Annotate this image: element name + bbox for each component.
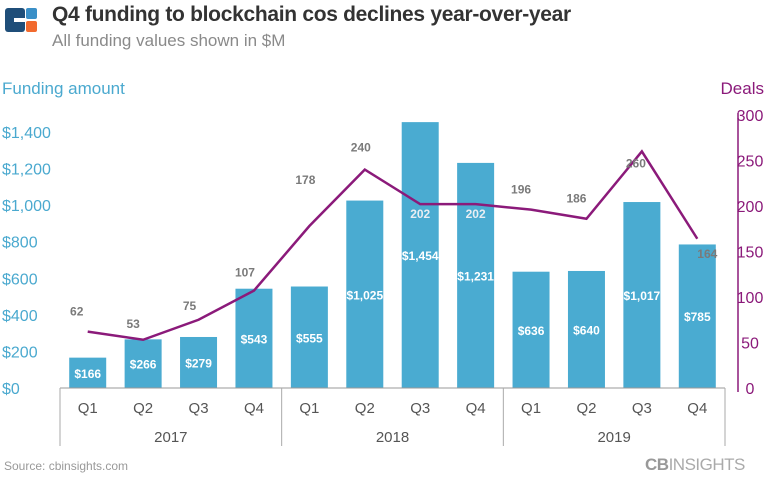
funding-value-label: $1,025 xyxy=(346,288,383,302)
left-tick-label: $400 xyxy=(2,308,38,325)
funding-bar xyxy=(512,271,550,388)
funding-value-label: $555 xyxy=(296,331,323,345)
deals-value-label: 53 xyxy=(126,317,140,331)
x-tick-label: Q4 xyxy=(466,400,486,417)
funding-value-label: $166 xyxy=(74,367,101,381)
left-tick-label: $1,000 xyxy=(2,198,51,215)
funding-bar xyxy=(124,339,162,388)
left-tick-label: $800 xyxy=(2,235,38,252)
funding-bar xyxy=(401,122,439,388)
year-label: 2018 xyxy=(376,429,409,446)
brand-wordmark: CBINSIGHTS xyxy=(645,455,745,475)
left-tick-label: $0 xyxy=(2,381,20,398)
deals-value-label: 260 xyxy=(626,156,646,170)
funding-bar xyxy=(290,286,328,388)
funding-bar xyxy=(346,200,384,388)
brand-rest: INSIGHTS xyxy=(668,455,746,474)
deals-value-label: 107 xyxy=(235,266,255,280)
deals-value-label: 62 xyxy=(70,305,84,319)
right-tick-label: 150 xyxy=(737,245,764,262)
funding-value-label: $640 xyxy=(573,323,600,337)
funding-bar xyxy=(235,288,273,388)
x-tick-label: Q2 xyxy=(355,400,375,417)
x-tick-label: Q4 xyxy=(687,400,707,417)
left-tick-label: $1,400 xyxy=(2,125,51,142)
funding-value-label: $636 xyxy=(518,324,545,338)
x-tick-label: Q2 xyxy=(576,400,596,417)
x-tick-label: Q3 xyxy=(632,400,652,417)
year-label: 2019 xyxy=(597,429,630,446)
funding-value-label: $279 xyxy=(185,356,212,370)
left-tick-label: $200 xyxy=(2,344,38,361)
x-tick-label: Q3 xyxy=(189,400,209,417)
funding-value-label: $1,231 xyxy=(457,269,494,283)
funding-value-label: $1,017 xyxy=(624,289,661,303)
chart-subtitle: All funding values shown in $M xyxy=(52,31,286,50)
funding-bar xyxy=(567,270,605,388)
deals-value-label: 202 xyxy=(466,207,486,221)
funding-bar xyxy=(180,336,218,388)
funding-bar xyxy=(69,357,107,388)
deals-value-label: 202 xyxy=(410,207,430,221)
right-tick-label: 200 xyxy=(737,199,764,216)
funding-bar xyxy=(457,162,495,388)
right-tick-label: 300 xyxy=(737,108,764,125)
x-tick-label: Q1 xyxy=(78,400,98,417)
funding-value-label: $543 xyxy=(241,332,268,346)
x-tick-label: Q1 xyxy=(521,400,541,417)
funding-value-label: $785 xyxy=(684,310,711,324)
cb-insights-logo xyxy=(5,8,37,32)
right-tick-label: 0 xyxy=(746,381,755,398)
year-label: 2017 xyxy=(154,429,187,446)
left-axis-title: Funding amount xyxy=(2,79,125,98)
chart-title: Q4 funding to blockchain cos declines ye… xyxy=(52,3,571,26)
left-tick-label: $600 xyxy=(2,271,38,288)
source-note: Source: cbinsights.com xyxy=(4,459,129,473)
deals-value-label: 186 xyxy=(566,192,586,206)
funding-value-label: $266 xyxy=(130,358,157,372)
deals-value-label: 240 xyxy=(351,141,371,155)
deals-value-label: 75 xyxy=(183,299,197,313)
x-tick-label: Q1 xyxy=(299,400,319,417)
deals-line xyxy=(87,149,699,342)
right-tick-label: 250 xyxy=(737,154,764,171)
right-tick-label: 50 xyxy=(741,336,759,353)
deals-value-label: 196 xyxy=(511,183,531,197)
funding-bar xyxy=(678,244,716,388)
deals-value-label: 178 xyxy=(295,173,315,187)
brand-bold: CB xyxy=(645,455,669,474)
funding-value-label: $1,454 xyxy=(402,249,439,263)
x-tick-label: Q2 xyxy=(133,400,153,417)
deals-value-label: 164 xyxy=(697,247,717,261)
right-axis-title: Deals xyxy=(720,79,764,98)
x-tick-label: Q3 xyxy=(410,400,430,417)
x-tick-label: Q4 xyxy=(244,400,264,417)
right-tick-label: 100 xyxy=(737,290,764,307)
left-tick-label: $1,200 xyxy=(2,162,51,179)
funding-bar xyxy=(623,202,661,388)
